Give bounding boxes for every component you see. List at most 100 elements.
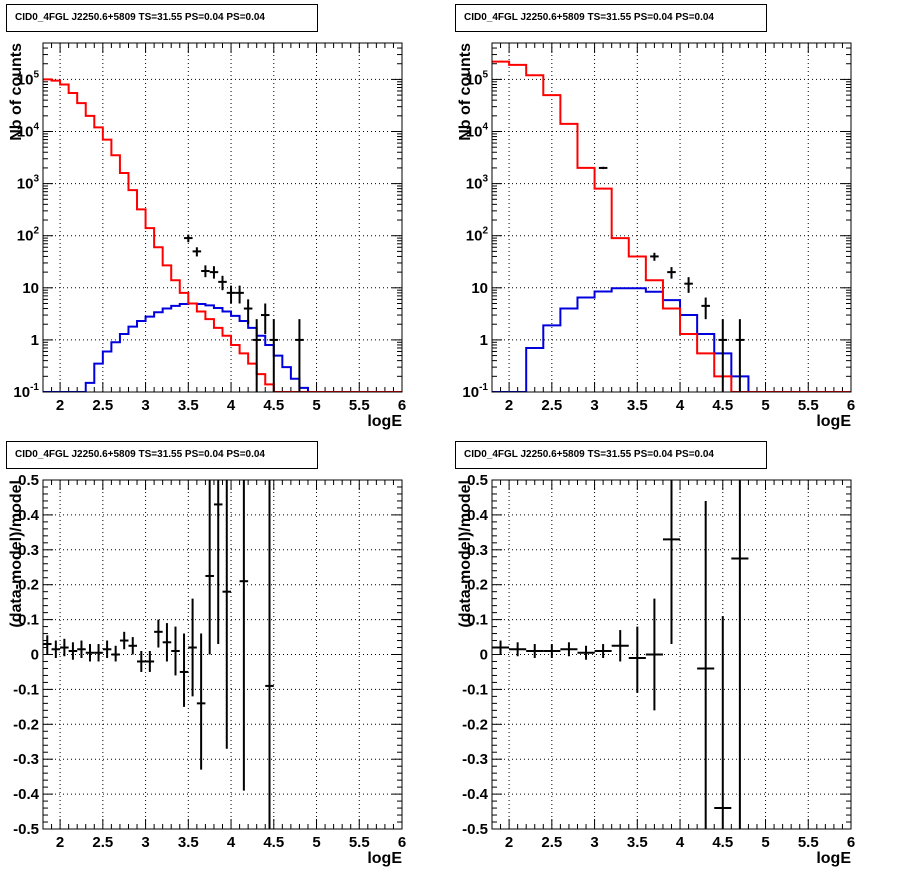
data-point xyxy=(684,277,693,293)
data-point xyxy=(269,319,279,392)
y-tick-label: -0.3 xyxy=(13,751,39,768)
model-total-histogram xyxy=(43,78,402,392)
x-tick-label: 2.5 xyxy=(541,397,562,414)
y-tick-label: 0.1 xyxy=(18,612,39,629)
x-tick-label: 5 xyxy=(312,834,320,851)
data-point xyxy=(543,644,561,658)
data-point xyxy=(260,303,270,334)
y-tick-label: 0.2 xyxy=(467,577,488,594)
y-tick-label: -0.2 xyxy=(13,716,39,733)
panel-bottom-left: CID0_4FGL J2250.6+5809 TS=31.55 PS=0.04 … xyxy=(0,437,449,875)
y-tick-label: 0.4 xyxy=(467,507,489,524)
data-point xyxy=(731,480,749,829)
data-point xyxy=(645,598,663,711)
data-point xyxy=(51,640,61,658)
y-tick-label: 102 xyxy=(466,226,489,245)
y-axis-label: Nb of counts xyxy=(457,43,474,141)
data-point xyxy=(243,299,253,325)
x-tick-label: 2 xyxy=(505,397,513,414)
chart-title: CID0_4FGL J2250.6+5809 TS=31.55 PS=0.04 … xyxy=(6,4,318,32)
y-tick-label: -0.3 xyxy=(462,751,488,768)
y-tick-label: 10 xyxy=(22,280,39,297)
x-tick-label: 3.5 xyxy=(178,397,199,414)
y-tick-label: 0.1 xyxy=(467,612,488,629)
y-tick-label: 0.3 xyxy=(18,542,39,559)
data-point xyxy=(492,640,510,655)
x-tick-label: 3.5 xyxy=(178,834,199,851)
y-tick-label: 0.5 xyxy=(18,472,39,489)
grid xyxy=(43,479,403,830)
data-point xyxy=(102,640,112,658)
plot-frame xyxy=(491,479,852,830)
chart-title: CID0_4FGL J2250.6+5809 TS=31.55 PS=0.04 … xyxy=(455,441,767,469)
data-point xyxy=(60,638,69,657)
x-tick-label: 2.5 xyxy=(92,834,113,851)
y-tick-label: 10 xyxy=(471,280,488,297)
x-tick-label: 4.5 xyxy=(263,397,284,414)
x-tick-label: 5 xyxy=(312,397,320,414)
model-source-histogram xyxy=(492,287,851,392)
plot-frame xyxy=(42,479,403,830)
x-tick-label: 5 xyxy=(761,397,769,414)
data-point xyxy=(201,265,210,278)
data-point xyxy=(560,642,578,657)
x-tick-label: 2 xyxy=(56,397,64,414)
x-tick-label: 3 xyxy=(141,397,149,414)
data-point xyxy=(192,247,202,257)
model-source-histogram xyxy=(43,302,402,392)
x-tick-label: 6 xyxy=(847,397,855,414)
data-point xyxy=(171,626,180,676)
y-tick-label: -0.4 xyxy=(13,786,40,803)
data-point xyxy=(94,644,103,662)
data-point xyxy=(735,319,745,392)
data-point xyxy=(239,480,249,791)
y-tick-label: -0.4 xyxy=(462,786,489,803)
data-point xyxy=(598,166,608,170)
data-point xyxy=(611,630,629,662)
x-tick-label: 6 xyxy=(398,834,406,851)
plot-frame xyxy=(491,42,852,393)
x-tick-label: 2.5 xyxy=(541,834,562,851)
data-point xyxy=(594,644,612,658)
x-axis-label: logE xyxy=(367,850,402,867)
data-point xyxy=(701,297,710,320)
data-point xyxy=(577,645,595,660)
data-point xyxy=(154,619,163,648)
data-point xyxy=(145,651,155,672)
data-point xyxy=(179,633,189,707)
x-tick-label: 4 xyxy=(676,834,685,851)
x-tick-label: 5.5 xyxy=(798,834,819,851)
chart-title: CID0_4FGL J2250.6+5809 TS=31.55 PS=0.04 … xyxy=(455,4,767,32)
y-tick-label: -0.1 xyxy=(462,681,488,698)
panel-top-left: CID0_4FGL J2250.6+5809 TS=31.55 PS=0.04 … xyxy=(0,0,449,437)
x-tick-label: 2 xyxy=(56,834,64,851)
y-tick-label: 1 xyxy=(480,332,488,349)
y-tick-label: -0.2 xyxy=(462,716,488,733)
y-tick-label: 0.5 xyxy=(467,472,488,489)
x-tick-label: 4.5 xyxy=(263,834,284,851)
x-tick-label: 3.5 xyxy=(627,397,648,414)
data-point xyxy=(205,480,214,655)
y-tick-label: 1 xyxy=(31,332,39,349)
plot-area xyxy=(43,480,274,829)
data-point xyxy=(77,640,86,658)
data-point xyxy=(509,642,527,657)
chart-title: CID0_4FGL J2250.6+5809 TS=31.55 PS=0.04 … xyxy=(6,441,318,469)
data-point xyxy=(714,616,732,829)
x-tick-label: 3 xyxy=(141,834,149,851)
x-tick-label: 2 xyxy=(505,834,513,851)
x-tick-label: 5 xyxy=(761,834,769,851)
data-point xyxy=(137,651,146,672)
data-point xyxy=(85,644,95,662)
chart-top-left: 2 2.5 3 3.5 4 4.5 5 5.5 6 10-1 1 10 102 103 104 105 logE… xyxy=(8,42,406,430)
y-tick-label: 104 xyxy=(17,122,40,141)
y-tick-label: 105 xyxy=(17,69,40,88)
data-point xyxy=(697,500,715,829)
data-point xyxy=(650,252,659,261)
x-tick-label: 4 xyxy=(676,397,685,414)
plot-area xyxy=(492,480,749,829)
x-tick-label: 6 xyxy=(847,834,855,851)
x-tick-label: 3.5 xyxy=(627,834,648,851)
grid xyxy=(43,43,403,393)
